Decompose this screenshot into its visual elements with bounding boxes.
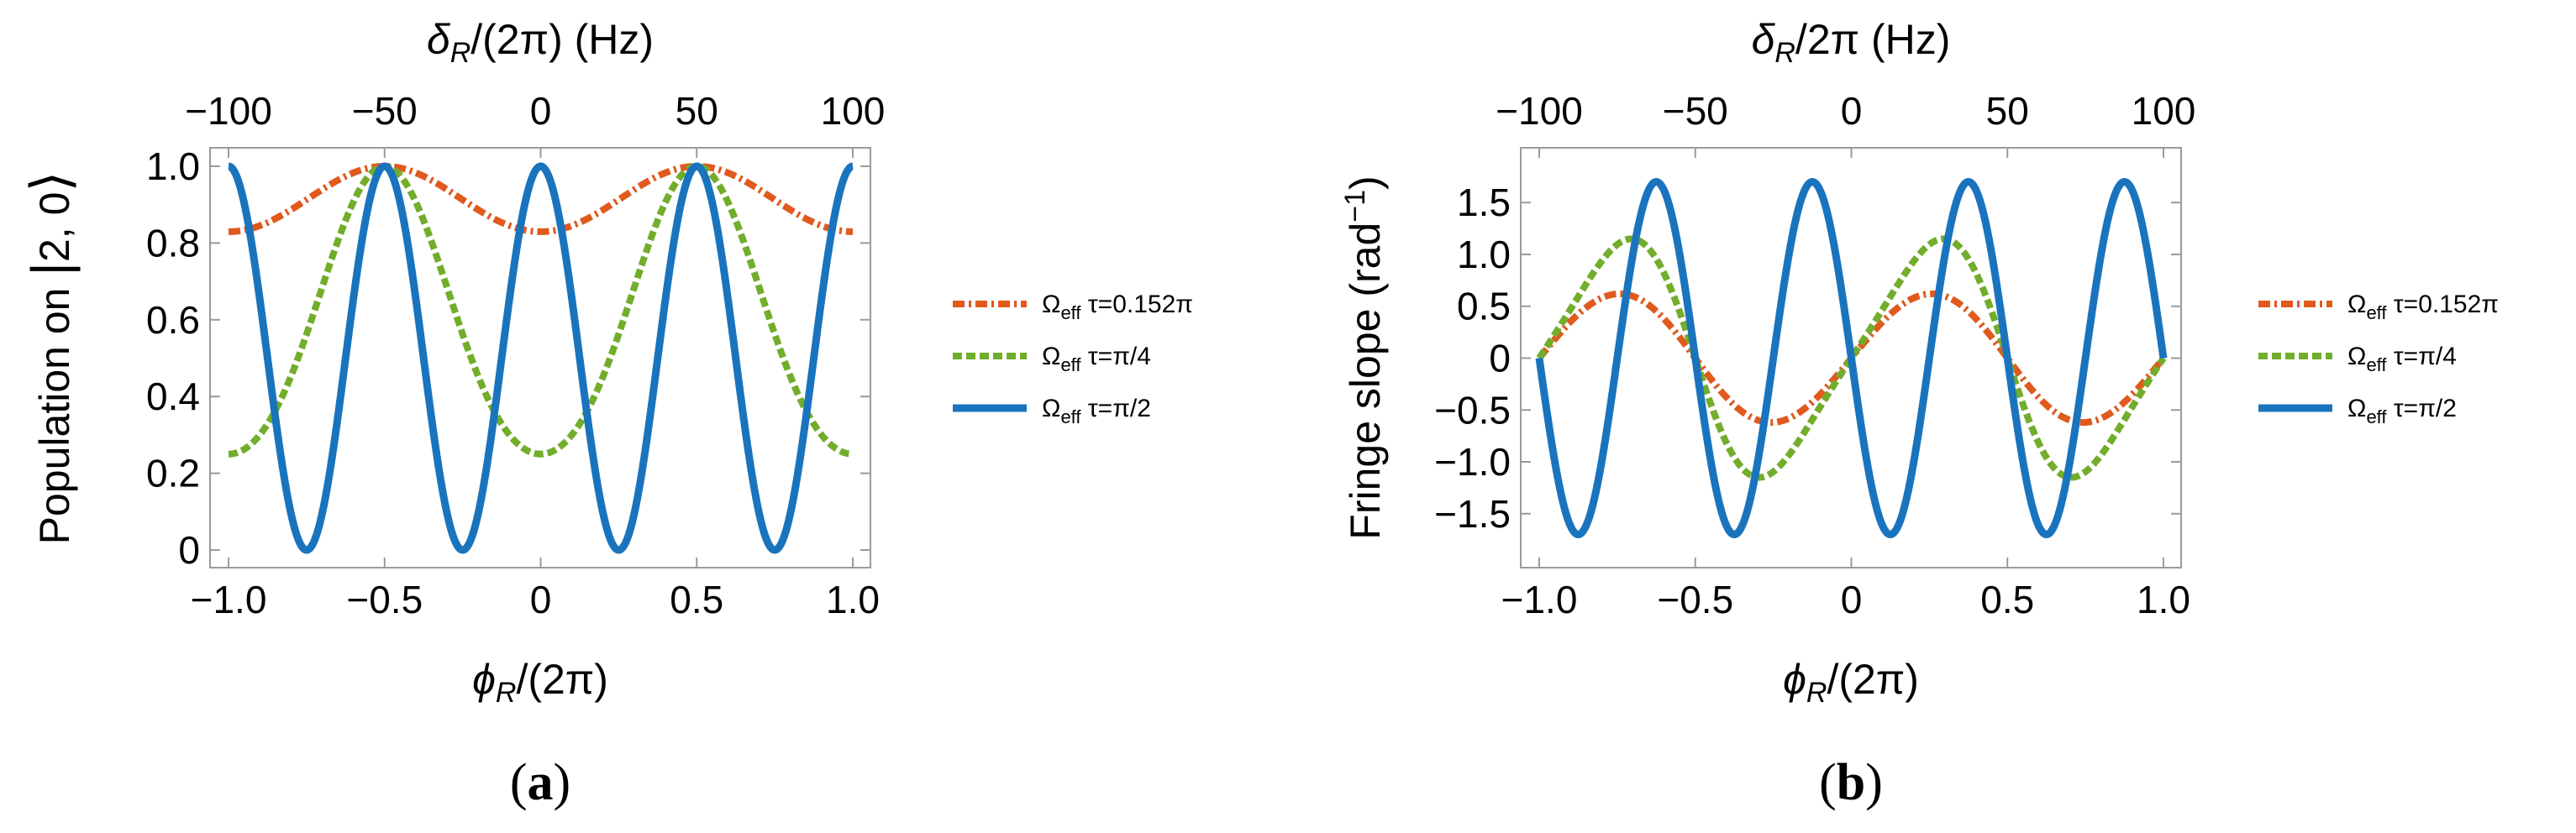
series-line-1 — [225, 163, 856, 235]
top-x-tick-label: 0 — [1841, 89, 1863, 133]
panel-b-ylabel: Fringe slope (rad−1) — [1339, 176, 1389, 539]
legend-b-label-3: Ωeff τ=π/2 — [2347, 395, 2457, 427]
series-line-2 — [225, 163, 856, 458]
x-tick-label: 0 — [1841, 578, 1863, 621]
x-tick-label: −1.0 — [191, 578, 267, 621]
y-tick-label: 0.5 — [1457, 285, 1511, 328]
y-tick-label: 0.4 — [146, 375, 200, 418]
x-tick-label: −0.5 — [346, 578, 423, 621]
panel-a-y-ticks: 0 0.2 0.4 0.6 0.8 1.0 — [146, 144, 870, 572]
panel-b-legend: Ωeff τ=0.152π Ωeff τ=π/4 Ωeff τ=π/2 — [2258, 291, 2499, 427]
y-tick-label: 1.0 — [1457, 233, 1511, 276]
legend-a-label-1: Ωeff τ=0.152π — [1042, 291, 1193, 323]
top-x-tick-label: −50 — [1663, 89, 1728, 133]
y-tick-label: 0 — [1489, 337, 1511, 380]
panel-a-xlabel: ϕR/(2π) — [472, 656, 608, 709]
top-x-tick-label: 50 — [676, 89, 718, 133]
top-x-tick-label: 100 — [821, 89, 886, 133]
legend-a-label-2: Ωeff τ=π/4 — [1042, 343, 1151, 375]
legend-b-label-1: Ωeff τ=0.152π — [2347, 291, 2499, 323]
panel-b-plot-frame — [1520, 147, 2182, 568]
panel-a-legend: Ωeff τ=0.152π Ωeff τ=π/4 Ωeff τ=π/2 — [953, 291, 1193, 427]
y-tick-label: 1.5 — [1457, 181, 1511, 224]
x-tick-label: −1.0 — [1501, 578, 1578, 621]
panel-b-series — [1535, 178, 2168, 538]
x-tick-label: 0.5 — [670, 578, 723, 621]
panel-b-top-xlabel: δR/2π (Hz) — [1752, 16, 1951, 69]
x-tick-label: 1.0 — [826, 578, 880, 621]
panel-b-label: (b) — [1819, 754, 1883, 811]
y-tick-label: 1.0 — [146, 144, 200, 188]
y-tick-label: −1.5 — [1434, 492, 1511, 536]
legend-a-entry-1: Ωeff τ=0.152π — [953, 291, 1193, 323]
series-line-3 — [225, 162, 856, 554]
panel-b-top-ticks: −100 −50 0 50 100 — [1496, 89, 2195, 133]
y-tick-label: 0.2 — [146, 452, 200, 495]
panel-b-x-ticks: −1.0 −0.5 0 0.5 1.0 — [1501, 148, 2190, 621]
top-x-tick-label: 0 — [530, 89, 552, 133]
series-line-2 — [1536, 235, 2167, 481]
panel-a-top-xlabel: δR/(2π) (Hz) — [427, 16, 654, 69]
top-x-tick-label: −100 — [1496, 89, 1583, 133]
x-tick-label: 0 — [530, 578, 552, 621]
top-x-tick-label: 50 — [1986, 89, 2029, 133]
panel-a-series — [225, 162, 856, 554]
panel-b-y-ticks: −1.5 −1.0 −0.5 0 0.5 1.0 1.5 — [1434, 181, 2181, 536]
panel-a-label: (a) — [510, 754, 570, 811]
legend-b-label-2: Ωeff τ=π/4 — [2347, 343, 2457, 375]
y-tick-label: −1.0 — [1434, 440, 1511, 484]
legend-b-entry-1: Ωeff τ=0.152π — [2258, 291, 2499, 323]
y-tick-label: 0.8 — [146, 221, 200, 265]
legend-a-entry-2: Ωeff τ=π/4 — [953, 343, 1151, 375]
legend-a-entry-3: Ωeff τ=π/2 — [953, 395, 1151, 427]
panel-a-top-ticks: −100 −50 0 50 100 — [185, 89, 885, 133]
panel-a: δR/(2π) (Hz) −100 −50 0 50 100 0 0.2 0.4 0.6 0.8… — [20, 16, 1193, 811]
legend-b-entry-3: Ωeff τ=π/2 — [2258, 395, 2457, 427]
x-tick-label: 0.5 — [1980, 578, 2034, 621]
top-x-tick-label: −50 — [352, 89, 418, 133]
x-tick-label: −0.5 — [1657, 578, 1733, 621]
y-tick-label: −0.5 — [1434, 388, 1511, 432]
legend-b-entry-2: Ωeff τ=π/4 — [2258, 343, 2457, 375]
y-tick-label: 0.6 — [146, 298, 200, 342]
panel-a-plot-frame — [209, 147, 871, 568]
x-tick-label: 1.0 — [2137, 578, 2190, 621]
top-x-tick-label: 100 — [2132, 89, 2196, 133]
panel-a-ylabel: Population on |2, 0⟩ — [20, 171, 81, 545]
top-x-tick-label: −100 — [185, 89, 272, 133]
y-tick-label: 0 — [178, 528, 200, 572]
panel-a-x-ticks: −1.0 −0.5 0 0.5 1.0 — [191, 148, 880, 621]
panel-b-xlabel: ϕR/(2π) — [1783, 656, 1919, 709]
panel-b: δR/2π (Hz) −100 −50 0 50 100 −1.5 −1.0 −0.5 0 0.… — [1339, 16, 2499, 811]
series-line-3 — [1535, 178, 2168, 538]
legend-a-label-3: Ωeff τ=π/2 — [1042, 395, 1151, 427]
